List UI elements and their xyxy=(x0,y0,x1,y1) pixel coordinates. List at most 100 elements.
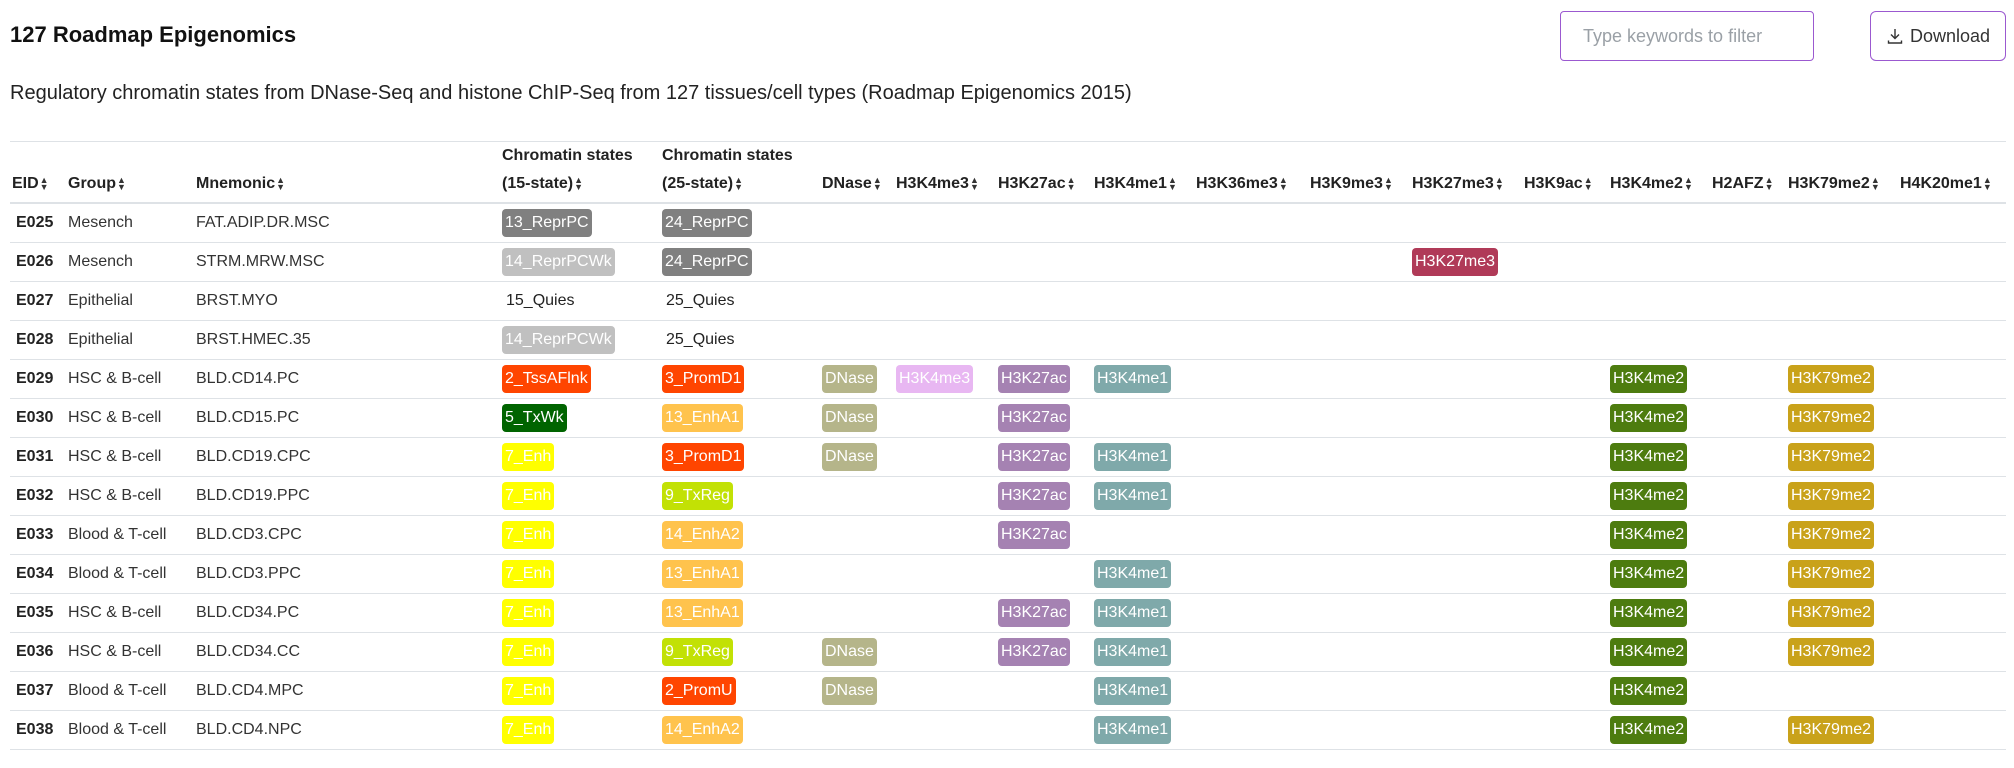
column-header-mnemonic[interactable]: Mnemonic ▲ ▼ xyxy=(196,141,502,204)
cell-h3k27ac: H3K27ac xyxy=(998,593,1094,633)
sort-icon[interactable]: ▲ ▼ xyxy=(1383,174,1393,192)
cell-eid: E035 xyxy=(10,593,68,633)
cell-h3k27me3 xyxy=(1412,203,1524,243)
state-badge: 3_PromD1 xyxy=(662,443,745,471)
sort-icon[interactable]: ▲ ▼ xyxy=(276,174,286,192)
cell-dnase xyxy=(822,203,896,243)
table-row: E025 Mesench FAT.ADIP.DR.MSC 13_ReprPC 24_Re… xyxy=(10,203,2006,243)
cell-h2afz xyxy=(1712,476,1788,516)
column-header-h3k27ac[interactable]: H3K27ac ▲ ▼ xyxy=(998,141,1094,204)
cell-mnemonic: BLD.CD14.PC xyxy=(196,359,502,399)
cell-h3k4me2: H3K4me2 xyxy=(1610,593,1712,633)
column-header-h3k9ac[interactable]: H3K9ac ▲ ▼ xyxy=(1524,141,1610,204)
cell-h3k36me3 xyxy=(1196,437,1310,477)
sort-icon[interactable]: ▲ ▼ xyxy=(117,174,126,192)
cell-eid: E026 xyxy=(10,242,68,282)
cell-mnemonic: BLD.CD19.CPC xyxy=(196,437,502,477)
sort-icon[interactable]: ▲ ▼ xyxy=(1764,174,1774,192)
sort-icon[interactable]: ▲ ▼ xyxy=(1167,174,1177,192)
sort-icon[interactable]: ▲ ▼ xyxy=(574,174,584,192)
cell-h3k27ac: H3K27ac xyxy=(998,476,1094,516)
cell-cs15: 5_TxWk xyxy=(502,398,662,438)
state-badge: DNase xyxy=(822,404,877,432)
cell-h3k4me1 xyxy=(1094,398,1196,438)
cell-mnemonic: BLD.CD34.CC xyxy=(196,632,502,672)
column-header-h3k4me1[interactable]: H3K4me1 ▲ ▼ xyxy=(1094,141,1196,204)
column-header-h3k27me3[interactable]: H3K27me3 ▲ ▼ xyxy=(1412,141,1524,204)
table-row: E037 Blood & T-cell BLD.CD4.MPC 7_Enh 2_Prom… xyxy=(10,671,2006,711)
column-header-sublabel: (15-state) xyxy=(502,175,574,192)
sort-icon[interactable]: ▲ ▼ xyxy=(734,174,744,192)
filter-input[interactable] xyxy=(1560,11,1814,61)
cell-h3k36me3 xyxy=(1196,710,1310,750)
column-header-h4k20me1[interactable]: H4K20me1 ▲ ▼ xyxy=(1900,141,2006,204)
cell-h3k4me2 xyxy=(1610,320,1712,360)
cell-h2afz xyxy=(1712,554,1788,594)
column-header-label: Group xyxy=(68,175,116,192)
column-header-cs15[interactable]: Chromatin states (15-state) ▲ ▼ xyxy=(502,141,662,204)
column-header-h3k9me3[interactable]: H3K9me3 ▲ ▼ xyxy=(1310,141,1412,204)
cell-cs15: 7_Enh xyxy=(502,554,662,594)
column-header-cs25[interactable]: Chromatin states (25-state) ▲ ▼ xyxy=(662,141,822,204)
state-badge: 7_Enh xyxy=(502,482,555,510)
cell-h3k4me3 xyxy=(896,554,998,594)
state-badge: 14_ReprPCWk xyxy=(502,248,615,276)
column-header-dnase[interactable]: DNase ▲ ▼ xyxy=(822,141,896,204)
column-header-h3k79me2[interactable]: H3K79me2 ▲ ▼ xyxy=(1788,141,1900,204)
column-header-h2afz[interactable]: H2AFZ ▲ ▼ xyxy=(1712,141,1788,204)
sort-icon[interactable]: ▲ ▼ xyxy=(1683,174,1693,192)
cell-h3k27ac xyxy=(998,281,1094,321)
cell-h3k9ac xyxy=(1524,437,1610,477)
sort-icon[interactable]: ▲ ▼ xyxy=(872,174,882,192)
state-badge: DNase xyxy=(822,365,877,393)
cell-mnemonic: BLD.CD4.NPC xyxy=(196,710,502,750)
state-badge: H3K79me2 xyxy=(1788,521,1875,549)
cell-h2afz xyxy=(1712,437,1788,477)
cell-h3k27me3 xyxy=(1412,437,1524,477)
sort-icon[interactable]: ▲ ▼ xyxy=(1066,174,1076,192)
cell-h3k9me3 xyxy=(1310,710,1412,750)
cell-dnase xyxy=(822,281,896,321)
cell-h3k4me2: H3K4me2 xyxy=(1610,671,1712,711)
table-row: E034 Blood & T-cell BLD.CD3.PPC 7_Enh 13_Enh… xyxy=(10,554,2006,594)
state-badge: 7_Enh xyxy=(502,716,555,744)
sort-icon[interactable]: ▲ ▼ xyxy=(39,174,49,192)
cell-cs25: 14_EnhA2 xyxy=(662,515,822,555)
column-header-eid[interactable]: EID ▲ ▼ xyxy=(10,141,68,204)
cell-cs15: 2_TssAFlnk xyxy=(502,359,662,399)
column-header-group[interactable]: Group ▲ ▼ xyxy=(68,141,196,204)
column-header-h3k4me3[interactable]: H3K4me3 ▲ ▼ xyxy=(896,141,998,204)
cell-h3k4me3 xyxy=(896,710,998,750)
cell-h3k4me3 xyxy=(896,320,998,360)
cell-h3k36me3 xyxy=(1196,476,1310,516)
table-header-row: EID ▲ ▼ Group ▲ ▼ Mnemonic ▲ ▼ Chromatin states (1… xyxy=(10,141,2006,204)
cell-h3k4me2 xyxy=(1610,281,1712,321)
cell-group: Epithelial xyxy=(68,281,196,321)
sort-icon[interactable]: ▲ ▼ xyxy=(1982,174,1992,192)
column-header-h3k4me2[interactable]: H3K4me2 ▲ ▼ xyxy=(1610,141,1712,204)
cell-h3k27ac xyxy=(998,554,1094,594)
column-header-label: H3K4me3 xyxy=(896,175,969,192)
state-badge: H3K4me2 xyxy=(1610,677,1688,705)
cell-h3k79me2: H3K79me2 xyxy=(1788,632,1900,672)
cell-cs25: 9_TxReg xyxy=(662,476,822,516)
state-badge: H3K4me2 xyxy=(1610,521,1688,549)
state-badge: 13_EnhA1 xyxy=(662,404,743,432)
sort-icon[interactable]: ▲ ▼ xyxy=(1870,174,1880,192)
download-button[interactable]: Download xyxy=(1870,11,2006,61)
sort-icon[interactable]: ▲ ▼ xyxy=(1494,174,1504,192)
cell-h3k27me3 xyxy=(1412,593,1524,633)
cell-h4k20me1 xyxy=(1900,320,2006,360)
sort-icon[interactable]: ▲ ▼ xyxy=(1278,174,1288,192)
cell-h3k9me3 xyxy=(1310,593,1412,633)
state-badge: H3K4me1 xyxy=(1094,365,1172,393)
state-badge: DNase xyxy=(822,443,877,471)
sort-icon[interactable]: ▲ ▼ xyxy=(969,174,979,192)
sort-icon[interactable]: ▲ ▼ xyxy=(1583,174,1593,192)
cell-h3k27me3 xyxy=(1412,632,1524,672)
cell-h3k79me2: H3K79me2 xyxy=(1788,710,1900,750)
column-header-h3k36me3[interactable]: H3K36me3 ▲ ▼ xyxy=(1196,141,1310,204)
cell-h2afz xyxy=(1712,359,1788,399)
cell-group: HSC & B-cell xyxy=(68,359,196,399)
cell-h4k20me1 xyxy=(1900,710,2006,750)
